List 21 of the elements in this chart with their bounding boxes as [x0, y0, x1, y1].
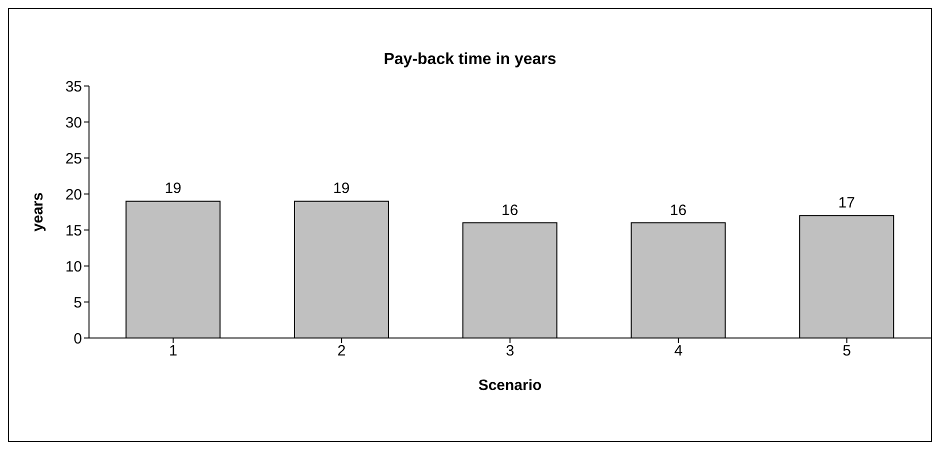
- data-label: 17: [838, 194, 855, 212]
- data-label: 16: [670, 202, 687, 219]
- chart-title: Pay-back time in years: [382, 51, 558, 69]
- y-tick-label: 35: [65, 78, 82, 96]
- x-tick-label: 2: [337, 342, 346, 360]
- y-axis-title: years: [29, 192, 46, 232]
- y-tick-label: 10: [65, 258, 82, 276]
- y-tick-label: 0: [74, 330, 82, 348]
- data-label: 19: [164, 180, 182, 198]
- y-tick-label: 30: [65, 114, 82, 132]
- x-tick-label: 4: [674, 342, 683, 360]
- y-tick-label: 5: [74, 294, 82, 312]
- x-tick-label: 1: [169, 342, 178, 360]
- x-tick-label: 5: [842, 342, 851, 360]
- data-label: 16: [502, 202, 518, 219]
- y-tick-label: 25: [65, 150, 82, 168]
- y-tick-label: 20: [65, 186, 82, 204]
- x-axis-title: Scenario: [478, 377, 542, 394]
- y-tick-label: 15: [65, 222, 82, 240]
- x-tick-label: 3: [506, 342, 514, 360]
- data-label: 19: [333, 180, 350, 198]
